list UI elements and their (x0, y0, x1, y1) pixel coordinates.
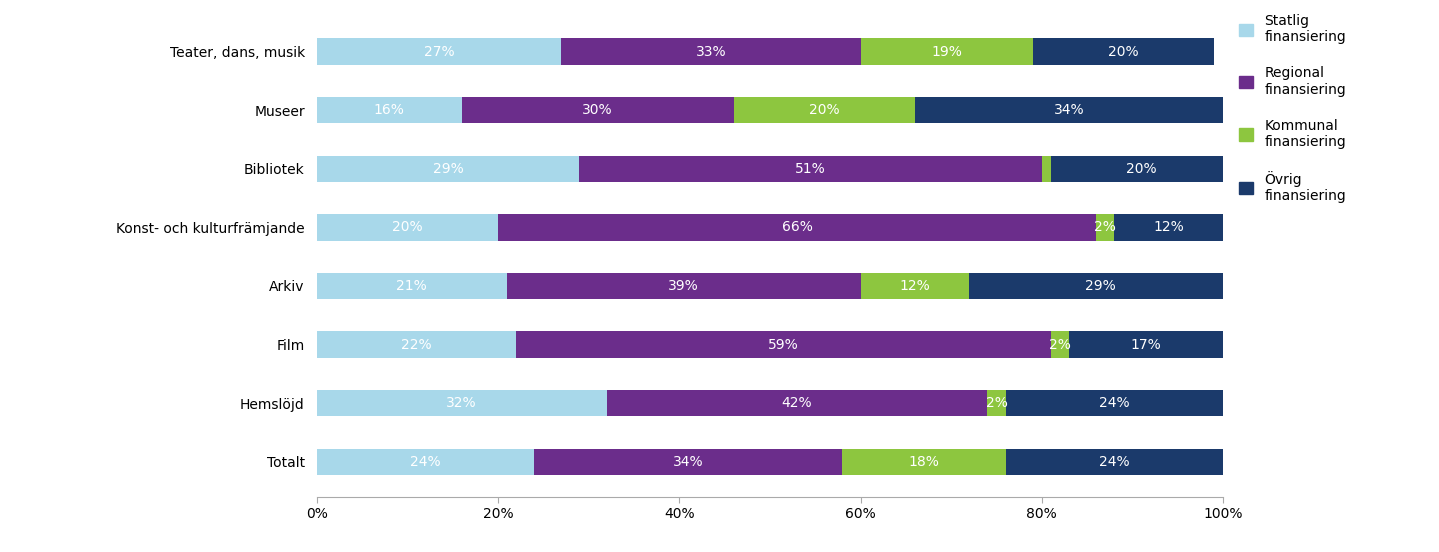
Bar (317, 331, 517, 358)
Bar (734, 97, 915, 123)
Bar (317, 97, 462, 123)
Bar (987, 390, 1006, 416)
Bar (1097, 214, 1114, 241)
Bar (534, 449, 842, 475)
Bar (498, 214, 1097, 241)
Bar (1069, 331, 1223, 358)
Text: 20%: 20% (1127, 162, 1157, 176)
Bar (507, 273, 861, 299)
Bar (1114, 214, 1223, 241)
Bar (517, 331, 1050, 358)
Bar (317, 390, 607, 416)
Bar (1033, 39, 1215, 65)
Bar (1042, 156, 1050, 182)
Legend: Statlig
finansiering, Regional
finansiering, Kommunal
finansiering, Övrig
finans: Statlig finansiering, Regional finansier… (1239, 14, 1345, 203)
Bar (580, 156, 1042, 182)
Text: 12%: 12% (899, 279, 930, 293)
Text: 29%: 29% (1085, 279, 1117, 293)
Bar (317, 449, 534, 475)
Text: 22%: 22% (401, 338, 432, 352)
Bar (1006, 449, 1223, 475)
Bar (915, 97, 1223, 123)
Bar (861, 273, 970, 299)
Text: 66%: 66% (781, 220, 813, 235)
Text: 20%: 20% (809, 103, 839, 117)
Text: 24%: 24% (1099, 455, 1130, 469)
Text: 34%: 34% (673, 455, 704, 469)
Bar (842, 449, 1006, 475)
Bar (317, 39, 561, 65)
Text: 12%: 12% (1154, 220, 1184, 235)
Text: 29%: 29% (433, 162, 463, 176)
Text: 18%: 18% (908, 455, 940, 469)
Bar (1050, 331, 1069, 358)
Text: 17%: 17% (1131, 338, 1161, 352)
Text: 33%: 33% (695, 45, 727, 59)
Text: 24%: 24% (1099, 396, 1130, 410)
Text: 59%: 59% (768, 338, 799, 352)
Text: 51%: 51% (796, 162, 826, 176)
Text: 2%: 2% (986, 396, 1007, 410)
Bar (317, 214, 498, 241)
Text: 30%: 30% (583, 103, 613, 117)
Text: 20%: 20% (391, 220, 423, 235)
Text: 39%: 39% (668, 279, 699, 293)
Text: 2%: 2% (1094, 220, 1117, 235)
Bar (1006, 390, 1223, 416)
Text: 20%: 20% (1108, 45, 1138, 59)
Bar (317, 156, 580, 182)
Text: 2%: 2% (1049, 338, 1071, 352)
Text: 21%: 21% (396, 279, 427, 293)
Text: 19%: 19% (931, 45, 963, 59)
Bar (861, 39, 1033, 65)
Bar (561, 39, 861, 65)
Text: 42%: 42% (781, 396, 813, 410)
Bar (317, 273, 507, 299)
Bar (462, 97, 734, 123)
Bar (607, 390, 987, 416)
Text: 34%: 34% (1053, 103, 1085, 117)
Text: 16%: 16% (374, 103, 404, 117)
Text: 27%: 27% (423, 45, 455, 59)
Text: 24%: 24% (410, 455, 440, 469)
Bar (970, 273, 1232, 299)
Bar (1050, 156, 1232, 182)
Text: 32%: 32% (446, 396, 476, 410)
